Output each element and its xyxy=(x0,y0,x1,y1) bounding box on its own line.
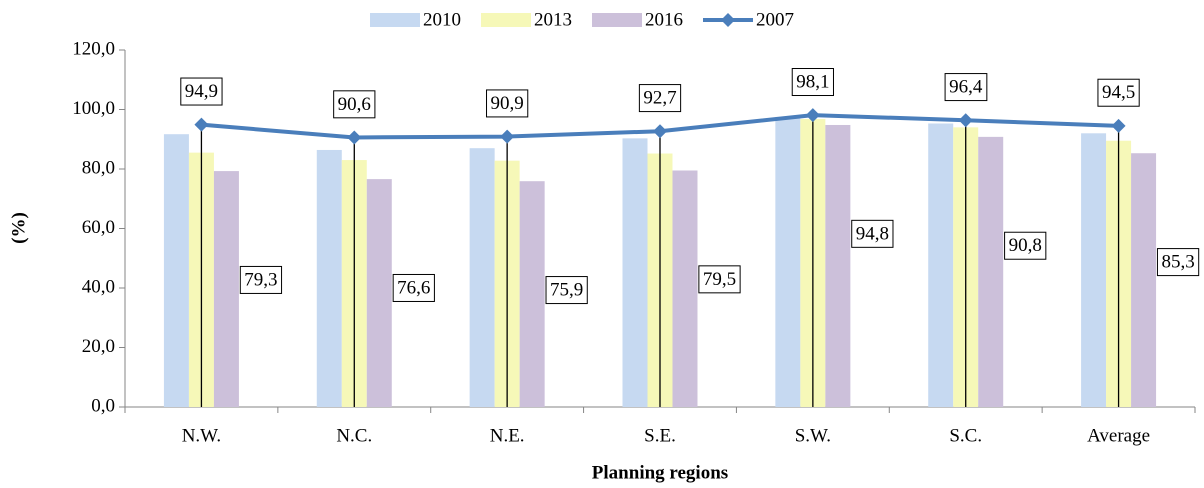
line-value-label: 90,9 xyxy=(491,93,524,114)
legend-label: 2010 xyxy=(423,9,461,30)
x-tick-label: S.W. xyxy=(795,425,831,446)
y-tick-label: 0,0 xyxy=(91,395,115,416)
bar xyxy=(469,148,495,408)
line-marker xyxy=(958,113,973,128)
line-value-label-box xyxy=(486,89,529,118)
legend-marker xyxy=(721,13,735,27)
line-value-label-box xyxy=(944,73,988,102)
bar xyxy=(366,179,392,407)
bar xyxy=(978,136,1004,407)
line-value-label-box xyxy=(1097,78,1140,107)
y-tick-label: 60,0 xyxy=(82,217,115,238)
bar-value-label: 85,3 xyxy=(1161,252,1194,273)
bar-value-label: 94,8 xyxy=(856,223,889,244)
bar xyxy=(622,138,648,408)
bar xyxy=(1081,133,1107,408)
legend-swatch xyxy=(370,13,420,27)
bar xyxy=(316,149,342,407)
bar xyxy=(213,171,239,407)
bar xyxy=(825,124,851,407)
x-tick-label: S.C. xyxy=(949,425,982,446)
x-axis-title: Planning regions xyxy=(592,462,728,483)
bar-value-label-box xyxy=(239,265,283,294)
bar xyxy=(775,116,801,407)
bar xyxy=(519,181,545,407)
line-marker xyxy=(805,108,820,123)
bar-value-label: 76,6 xyxy=(397,277,430,298)
legend-swatch xyxy=(592,13,642,27)
x-tick-label: Average xyxy=(1087,425,1150,446)
x-tick-label: N.W. xyxy=(182,425,221,446)
x-tick-label: S.E. xyxy=(644,425,676,446)
y-axis-title: (%) xyxy=(8,212,29,244)
bar-value-label-box xyxy=(545,276,588,305)
line-marker xyxy=(653,124,667,139)
bar-value-label-box xyxy=(1004,231,1047,260)
legend-label: 2007 xyxy=(756,9,794,30)
line-value-label-box xyxy=(333,90,376,119)
line-value-label: 98,1 xyxy=(796,72,829,93)
bar-value-label: 75,9 xyxy=(550,280,583,301)
y-tick-label: 120,0 xyxy=(72,38,115,59)
bar-value-label-box xyxy=(392,273,435,302)
line-value-label: 92,7 xyxy=(643,88,676,109)
bar xyxy=(672,170,698,407)
bar-value-label-box xyxy=(1156,248,1200,277)
y-tick-label: 80,0 xyxy=(82,157,115,178)
line-value-label-box xyxy=(791,68,834,97)
legend-label: 2013 xyxy=(534,9,572,30)
bar-value-label-box xyxy=(851,219,894,248)
line-value-label: 96,4 xyxy=(949,77,983,98)
y-tick-label: 100,0 xyxy=(72,98,115,119)
bar xyxy=(928,123,954,408)
x-tick-label: N.E. xyxy=(490,425,525,446)
legend-label: 2016 xyxy=(645,9,683,30)
legend-swatch xyxy=(481,13,531,27)
line-marker xyxy=(347,130,362,145)
line-marker xyxy=(500,129,515,144)
line-value-label: 94,5 xyxy=(1102,82,1135,103)
bar xyxy=(163,134,189,407)
line-marker xyxy=(1111,118,1126,133)
line-marker xyxy=(194,117,209,132)
bar-value-label: 79,5 xyxy=(703,269,736,290)
x-tick-label: N.C. xyxy=(336,425,372,446)
line-value-label-box xyxy=(638,84,682,113)
y-tick-label: 40,0 xyxy=(82,276,115,297)
y-tick-label: 20,0 xyxy=(82,336,115,357)
bar-value-label-box xyxy=(698,265,741,294)
bar-value-label: 79,3 xyxy=(244,269,277,290)
line-value-label-box xyxy=(180,77,223,106)
bar-value-label: 90,8 xyxy=(1009,235,1042,256)
line-value-label: 90,6 xyxy=(338,94,371,115)
bar xyxy=(1131,153,1157,407)
line-value-label: 94,9 xyxy=(185,81,218,102)
